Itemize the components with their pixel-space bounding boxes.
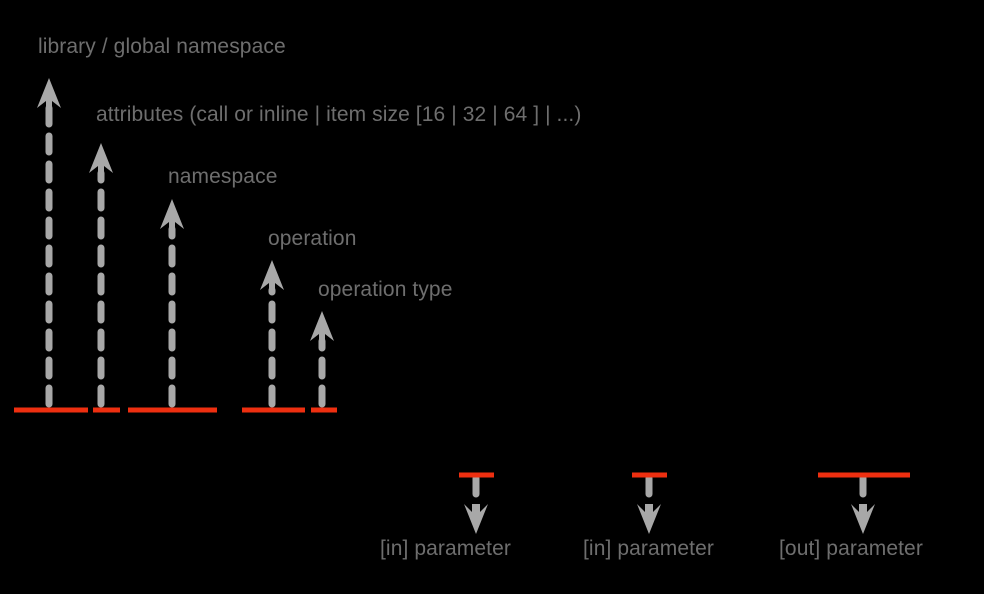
arrow-up-operation	[260, 260, 284, 408]
arrow-down-in-parameter-2	[637, 474, 661, 534]
arrow-down-in-parameter-1-head	[464, 504, 488, 534]
arrow-down-out-parameter	[851, 474, 875, 534]
in-parameter-1-label: [in] parameter	[380, 537, 511, 560]
arrow-up-operation-type	[310, 311, 334, 408]
in-parameter-2-label: [in] parameter	[583, 537, 714, 560]
library-label: library / global namespace	[38, 35, 286, 58]
arrow-down-in-parameter-2-head	[637, 504, 661, 534]
operation-type-label: operation type	[318, 278, 453, 301]
arrow-up-operation-head	[260, 260, 284, 290]
arrow-up-operation-type-head	[310, 311, 334, 341]
arrow-up-namespace-head	[160, 199, 184, 229]
arrow-up-namespace	[160, 199, 184, 408]
arrow-up-library	[37, 78, 61, 408]
arrow-down-out-parameter-head	[851, 504, 875, 534]
arrow-up-library-head	[37, 78, 61, 108]
arrow-up-attributes-head	[89, 143, 113, 173]
arrow-up-attributes	[89, 143, 113, 408]
operation-label: operation	[268, 227, 357, 250]
out-parameter-label: [out] parameter	[779, 537, 923, 560]
attributes-label: attributes (call or inline | item size […	[96, 103, 582, 126]
arrow-down-in-parameter-1	[464, 474, 488, 534]
namespace-label: namespace	[168, 165, 278, 188]
